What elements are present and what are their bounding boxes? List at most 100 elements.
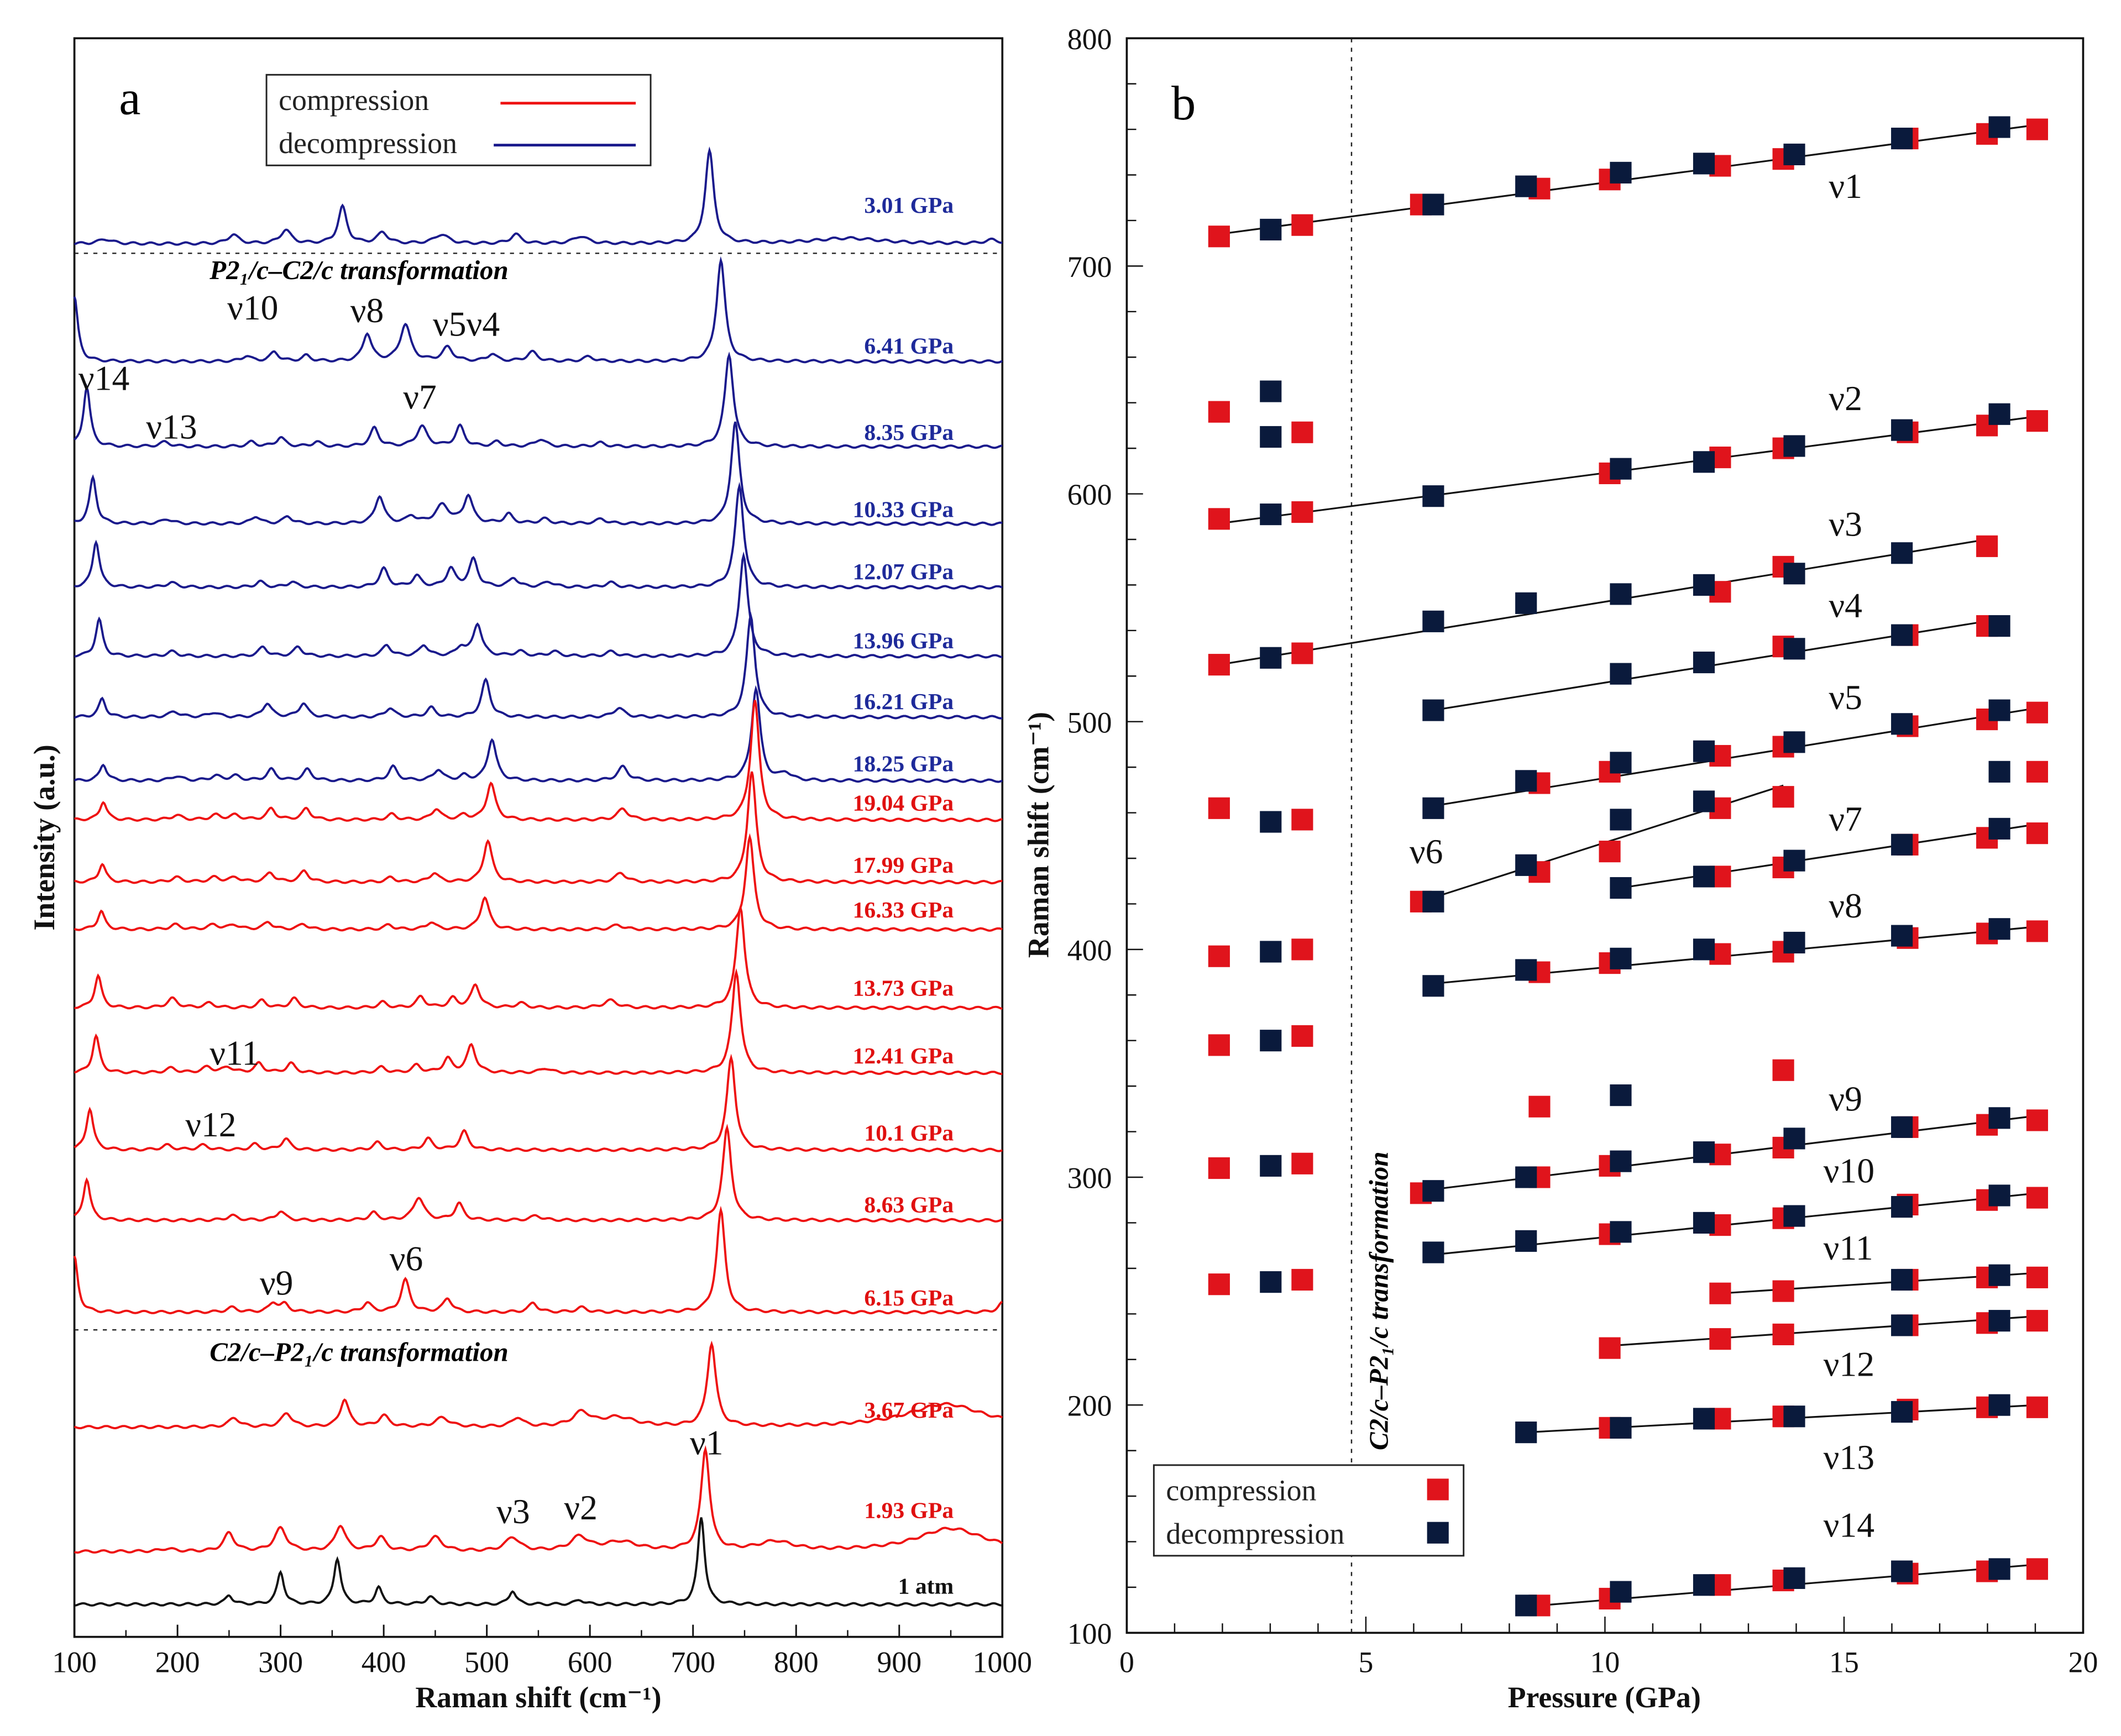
spectrum-line	[74, 1445, 1003, 1554]
x-tick-label: 20	[2068, 1645, 2098, 1679]
spectrum-line	[74, 833, 1003, 932]
decompression-point	[1988, 817, 2010, 840]
mode-label: ν11	[1824, 1228, 1873, 1267]
decompression-point	[1610, 1221, 1632, 1243]
spectrum-line	[74, 904, 1003, 1010]
compression-point	[1208, 1273, 1230, 1296]
compression-point	[1208, 508, 1230, 530]
x-tick-label: 600	[568, 1645, 612, 1679]
mode-label: ν12	[185, 1105, 236, 1144]
compression-point	[1208, 225, 1230, 248]
decompression-point	[1422, 797, 1444, 819]
decompression-point	[1988, 116, 2010, 138]
y-tick-label: 300	[1067, 1162, 1112, 1195]
decompression-point	[1515, 1422, 1537, 1444]
mode-label: ν4	[1829, 586, 1862, 625]
panel-b: b 0 5 10 15 20 100 200 300 400 500 600 700 800 C2/c–…	[1022, 23, 2098, 1714]
spectrum-pressure-label: 8.63 GPa	[864, 1192, 954, 1217]
fit-line	[1219, 538, 1987, 666]
compression-point	[1208, 401, 1230, 423]
legend-decompression-label: decompression	[279, 127, 457, 160]
decompression-point	[1783, 1205, 1805, 1227]
decompression-point	[1693, 574, 1715, 596]
decompression-point	[1783, 638, 1805, 660]
decompression-point	[1988, 918, 2010, 940]
mode-label: ν7	[403, 377, 437, 417]
legend-decompression-label: decompression	[1166, 1517, 1344, 1550]
decompression-point	[1422, 890, 1444, 912]
mode-label: ν9	[260, 1263, 294, 1303]
compression-point	[1291, 642, 1313, 664]
decompression-point	[1988, 761, 2010, 783]
decompression-point	[1891, 833, 1913, 856]
mode-label: ν6	[390, 1239, 423, 1278]
data-points	[1208, 116, 2049, 1617]
decompression-point	[1693, 651, 1715, 674]
panel-b-mode-labels: ν1 ν2 ν3 ν4 ν5 ν6 ν7 ν8 ν9 ν10 ν11 ν12 ν13 ν14	[1410, 166, 1874, 1545]
decompression-point	[1783, 435, 1805, 457]
decompression-point	[1693, 1141, 1715, 1163]
spectra: 3.01 GPa 6.41 GPa 8.35 GPa 10.33 GPa 12.07 G…	[73, 146, 1003, 1607]
decompression-point	[1783, 143, 1805, 166]
decompression-point	[1260, 504, 1282, 526]
decompression-point	[1610, 1581, 1632, 1603]
decompression-point	[1988, 1107, 2010, 1129]
panel-a-letter: a	[119, 71, 140, 125]
compression-point	[1291, 1025, 1313, 1047]
spectrum-line	[74, 551, 1003, 659]
decompression-point	[1610, 947, 1632, 969]
decompression-point	[1610, 458, 1632, 480]
compression-point	[1709, 1328, 1731, 1350]
spectrum-pressure-label: 3.01 GPa	[864, 192, 954, 218]
compression-point	[2026, 761, 2049, 783]
decompression-point	[1783, 563, 1805, 585]
panel-a: a compression decompression P2₁/c–C2/c t…	[28, 37, 1032, 1714]
compression-point	[1208, 654, 1230, 676]
compression-point	[1599, 841, 1621, 863]
decompression-point	[1260, 380, 1282, 402]
mode-label: ν10	[1824, 1151, 1874, 1190]
decompression-point	[1422, 1180, 1444, 1202]
decompression-point	[1422, 975, 1444, 997]
mode-label: ν8	[350, 291, 384, 330]
fit-line	[1609, 1315, 2038, 1347]
spectrum-line	[74, 421, 1003, 526]
compression-point	[2026, 1396, 2049, 1418]
decompression-point	[1260, 811, 1282, 833]
spectrum-pressure-label: 3.67 GPa	[864, 1397, 954, 1423]
decompression-point	[1783, 931, 1805, 954]
mode-label: ν12	[1824, 1344, 1874, 1383]
decompression-point	[1988, 1264, 2010, 1286]
spectrum-pressure-label: 13.73 GPa	[853, 975, 954, 1001]
compression-point	[1291, 1152, 1313, 1174]
compression-point	[2026, 118, 2049, 140]
legend-box	[1153, 1464, 1465, 1557]
mode-label: ν6	[1410, 832, 1443, 871]
x-tick-label: 10	[1590, 1645, 1620, 1679]
decompression-point	[1515, 592, 1537, 614]
decompression-point	[1891, 1314, 1913, 1336]
compression-point	[1291, 938, 1313, 961]
decompression-point	[1515, 175, 1537, 197]
y-tick-label: 800	[1067, 23, 1112, 56]
panel-a-y-label: Intensity (a.u.)	[28, 744, 61, 930]
spectrum-line	[74, 700, 1003, 822]
panel-b-legend: compression decompression	[1153, 1464, 1465, 1557]
compression-point	[1208, 1157, 1230, 1179]
compression-point	[2026, 920, 2049, 942]
legend-decompression-marker	[1427, 1522, 1449, 1544]
decompression-point	[1988, 699, 2010, 721]
compression-point	[2026, 822, 2049, 845]
spectrum-line	[74, 685, 1003, 783]
decompression-point	[1610, 161, 1632, 183]
decompression-point	[1783, 1127, 1805, 1150]
spectrum-pressure-label: 13.96 GPa	[853, 628, 954, 653]
decompression-point	[1610, 877, 1632, 899]
mode-label: ν8	[1829, 886, 1862, 925]
panel-b-axes: 0 5 10 15 20 100 200 300 400 500 600 700 800	[1067, 23, 2098, 1679]
decompression-point	[1891, 713, 1913, 735]
spectrum-pressure-label: 18.25 GPa	[853, 751, 954, 777]
compression-point	[1772, 1280, 1794, 1302]
decompression-point	[1693, 790, 1715, 812]
fit-line	[1620, 823, 2038, 889]
